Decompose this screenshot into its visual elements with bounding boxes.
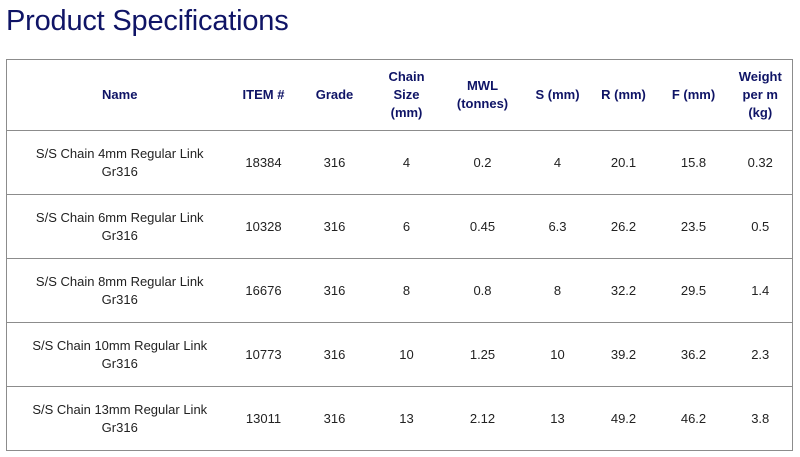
cell-item-number: 10328 (232, 194, 295, 259)
cell-name: S/S Chain 6mm Regular Link Gr316 (6, 194, 233, 259)
cell-name: S/S Chain 13mm Regular Link Gr316 (32, 401, 208, 435)
header-name: Name (6, 59, 233, 131)
cell-r: 32.2 (588, 258, 659, 323)
cell-s: 10 (526, 322, 589, 387)
cell-chain-size: 8 (374, 258, 439, 323)
cell-weight: 0.5 (728, 194, 793, 259)
cell-chain-size: 13 (399, 410, 414, 426)
cell-f: 29.5 (658, 258, 729, 323)
cell-f: 23.5 (658, 194, 729, 259)
cell-mwl: 0.2 (438, 130, 527, 195)
header-chain-size: Chain Size (mm) (374, 59, 439, 131)
header-s: S (mm) (526, 59, 589, 131)
header-weight-per-m: Weight per m (kg) (728, 59, 793, 131)
header-mwl: MWL (tonnes) (438, 59, 527, 131)
cell-weight: 1.4 (728, 258, 793, 323)
cell-grade: 316 (294, 322, 375, 387)
cell-mwl: 2.12 (469, 410, 496, 426)
cell-name: S/S Chain 10mm Regular Link Gr316 (6, 322, 233, 387)
cell-name: S/S Chain 4mm Regular Link Gr316 (6, 130, 233, 195)
cell-weight: 3.8 (751, 410, 770, 426)
cell-mwl: 0.8 (438, 258, 527, 323)
cell-grade: 316 (294, 130, 375, 195)
product-specifications-table: Name ITEM # Grade Chain Size (mm) MWL (t… (6, 59, 793, 451)
cell-weight: 0.32 (728, 130, 793, 195)
cell-grade: 316 (323, 410, 346, 426)
table-row: S/S Chain 4mm Regular Link Gr316 18384 31… (6, 130, 793, 195)
cell-r: 20.1 (588, 130, 659, 195)
table-row: S/S Chain 8mm Regular Link Gr316 16676 31… (6, 258, 793, 323)
cell-f: 15.8 (658, 130, 729, 195)
table-row: S/S Chain 6mm Regular Link Gr316 10328 31… (6, 194, 793, 259)
header-r: R (mm) (588, 59, 659, 131)
table-row: S/S Chain 13mm Regular Link Gr316 13011 3… (7, 387, 793, 451)
cell-item-number: 13011 (245, 410, 282, 426)
cell-item-number: 10773 (232, 322, 295, 387)
cell-weight: 2.3 (728, 322, 793, 387)
cell-grade: 316 (294, 194, 375, 259)
cell-r: 26.2 (588, 194, 659, 259)
cell-mwl: 0.45 (438, 194, 527, 259)
header-item-number: ITEM # (232, 59, 295, 131)
cell-chain-size: 4 (374, 130, 439, 195)
cell-item-number: 18384 (232, 130, 295, 195)
header-f: F (mm) (658, 59, 729, 131)
cell-chain-size: 6 (374, 194, 439, 259)
cell-s: 4 (526, 130, 589, 195)
table-row: S/S Chain 10mm Regular Link Gr316 10773 3… (6, 322, 793, 387)
table-header-row: Name ITEM # Grade Chain Size (mm) MWL (t… (6, 59, 793, 131)
cell-r: 49.2 (610, 410, 637, 426)
cell-mwl: 1.25 (438, 322, 527, 387)
cell-chain-size: 10 (374, 322, 439, 387)
cell-grade: 316 (294, 258, 375, 323)
cell-f: 46.2 (680, 410, 707, 426)
cell-s: 8 (526, 258, 589, 323)
cell-name: S/S Chain 8mm Regular Link Gr316 (6, 258, 233, 323)
cell-r: 39.2 (588, 322, 659, 387)
cell-s: 13 (550, 410, 565, 426)
header-grade: Grade (294, 59, 375, 131)
cell-item-number: 16676 (232, 258, 295, 323)
cell-f: 36.2 (658, 322, 729, 387)
page-title: Product Specifications (6, 5, 289, 37)
cell-s: 6.3 (526, 194, 589, 259)
